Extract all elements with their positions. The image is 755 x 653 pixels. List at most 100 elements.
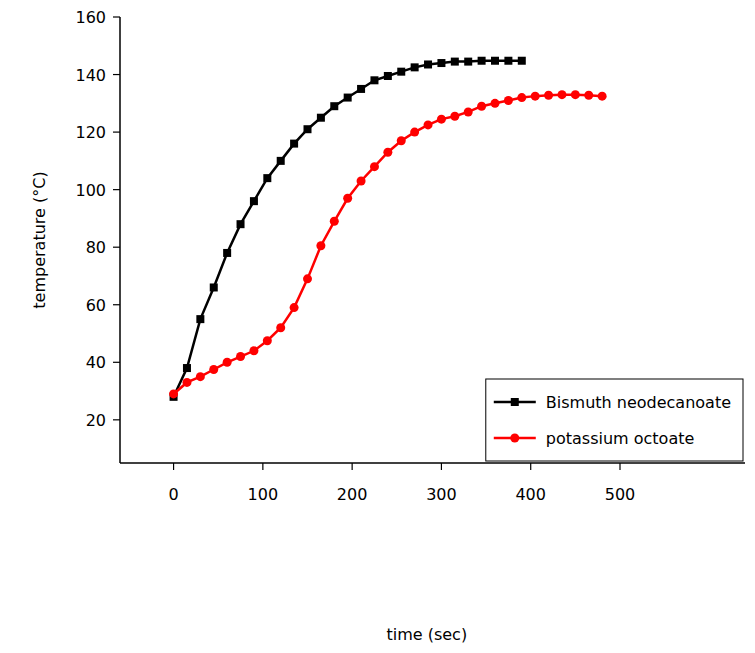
y-axis-title: temperature (°C) — [30, 171, 49, 308]
data-point — [263, 174, 271, 182]
data-point — [316, 241, 325, 250]
y-tick-label: 120 — [75, 123, 106, 142]
data-point — [531, 92, 540, 101]
y-tick — [113, 304, 120, 305]
x-tick — [441, 463, 442, 470]
series-line — [174, 95, 603, 394]
x-tick — [262, 463, 263, 470]
y-tick-label: 80 — [86, 238, 106, 257]
data-point — [504, 57, 512, 65]
x-tick — [619, 463, 620, 470]
x-axis — [120, 462, 745, 464]
data-point — [330, 102, 338, 110]
data-point — [249, 346, 258, 355]
data-point — [464, 107, 473, 116]
data-point — [571, 90, 580, 99]
data-point — [263, 336, 272, 345]
data-point — [183, 364, 191, 372]
data-point — [411, 63, 419, 71]
x-tick — [173, 463, 174, 470]
y-tick-label: 100 — [75, 181, 106, 200]
data-point — [250, 197, 258, 205]
data-point — [544, 91, 553, 100]
data-point — [424, 60, 432, 68]
y-tick — [113, 247, 120, 248]
series-line — [174, 61, 522, 397]
data-point — [344, 94, 352, 102]
data-point — [598, 92, 607, 101]
x-tick-label: 200 — [337, 485, 368, 504]
data-point — [504, 96, 513, 105]
data-point — [464, 58, 472, 66]
legend-label: Bismuth neodecanoate — [546, 393, 731, 412]
legend-label: potassium octoate — [546, 429, 695, 448]
data-point — [304, 125, 312, 133]
y-tick — [113, 362, 120, 363]
data-point — [357, 85, 365, 93]
y-tick-label: 60 — [86, 296, 106, 315]
data-point — [477, 102, 486, 111]
data-point — [210, 283, 218, 291]
plot-area — [169, 57, 607, 401]
legend-marker — [510, 434, 519, 443]
data-point — [182, 378, 191, 387]
data-point — [518, 57, 526, 65]
data-point — [491, 99, 500, 108]
y-tick — [113, 74, 120, 75]
x-tick-label: 0 — [168, 485, 178, 504]
data-point — [383, 148, 392, 157]
data-point — [196, 315, 204, 323]
data-point — [236, 352, 245, 361]
chart: 0 100 200 300 400 500 20 40 60 80 100 120 140 160 time… — [0, 0, 755, 653]
y-tick-label: 140 — [75, 66, 106, 85]
data-point — [303, 274, 312, 283]
data-point — [384, 72, 392, 80]
data-point — [343, 194, 352, 203]
data-point — [517, 93, 526, 102]
data-point — [424, 120, 433, 129]
data-point — [557, 90, 566, 99]
data-point — [237, 220, 245, 228]
y-tick-label: 20 — [86, 411, 106, 430]
data-point — [397, 68, 405, 76]
x-tick-label: 500 — [605, 485, 636, 504]
y-tick — [113, 189, 120, 190]
data-point — [330, 217, 339, 226]
data-point — [196, 372, 205, 381]
x-tick — [530, 463, 531, 470]
data-point — [450, 112, 459, 121]
y-tick-label: 40 — [86, 353, 106, 372]
data-point — [276, 323, 285, 332]
x-tick — [352, 463, 353, 470]
y-tick-label: 160 — [75, 8, 106, 27]
data-point — [169, 389, 178, 398]
data-point — [223, 249, 231, 257]
data-point — [491, 57, 499, 65]
x-tick-label: 400 — [515, 485, 546, 504]
data-point — [584, 91, 593, 100]
y-axis — [119, 17, 121, 463]
data-point — [370, 76, 378, 84]
data-point — [290, 303, 299, 312]
x-axis-title: time (sec) — [386, 625, 467, 644]
data-point — [437, 59, 445, 67]
data-point — [290, 140, 298, 148]
data-point — [410, 128, 419, 137]
data-point — [451, 58, 459, 66]
data-point — [209, 365, 218, 374]
y-tick — [113, 419, 120, 420]
y-tick — [113, 16, 120, 17]
data-point — [223, 358, 232, 367]
data-point — [370, 162, 379, 171]
legend-box — [486, 379, 743, 461]
data-point — [478, 57, 486, 65]
legend-marker — [511, 398, 519, 406]
x-tick-label: 300 — [426, 485, 457, 504]
y-tick — [113, 131, 120, 132]
data-point — [357, 177, 366, 186]
data-point — [277, 157, 285, 165]
data-point — [317, 114, 325, 122]
x-tick-label: 100 — [248, 485, 279, 504]
data-point — [437, 115, 446, 124]
legend: Bismuth neodecanoate potassium octoate — [486, 379, 743, 461]
